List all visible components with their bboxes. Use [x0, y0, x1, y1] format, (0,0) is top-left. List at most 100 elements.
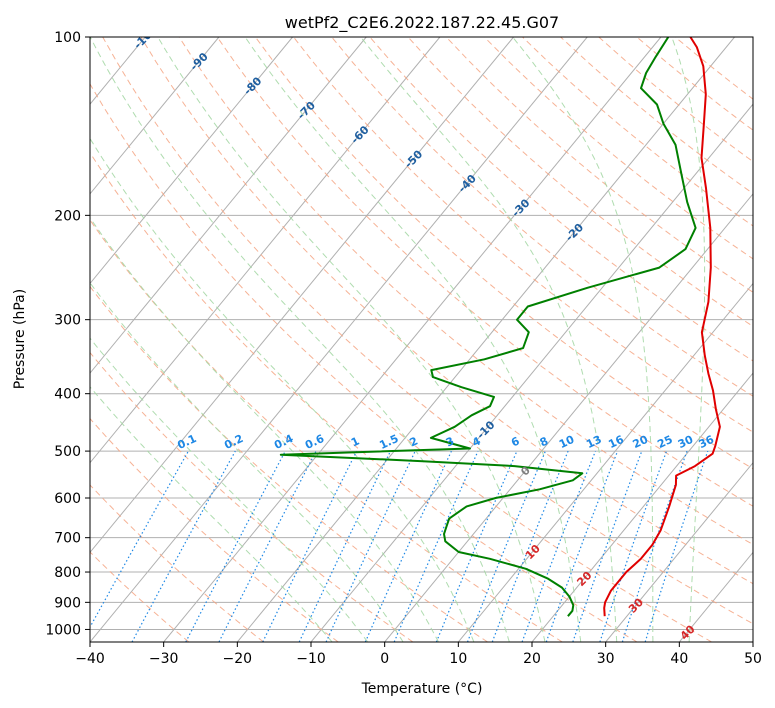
x-tick-label: −20	[223, 651, 253, 667]
mixing-ratio-line	[90, 450, 189, 629]
isotherm-label: -30	[509, 196, 532, 219]
isotherm-label: -70	[295, 99, 318, 122]
y-tick-label: 200	[54, 208, 81, 224]
dry-adiabat	[636, 37, 753, 131]
moist-adiabat	[90, 216, 439, 642]
plot-frame	[89, 36, 754, 643]
x-tick-label: −10	[296, 651, 326, 667]
y-tick-label: 900	[54, 595, 81, 611]
dry-adiabat	[216, 37, 753, 507]
y-tick-label: 700	[54, 531, 81, 547]
chart-title: wetPf2_C2E6.2022.187.22.45.G07	[285, 13, 559, 33]
dry-adiabat	[90, 484, 264, 642]
axes: −40 −30 −20 −10 0 10 20 30 40 5010020030040050060…	[45, 30, 762, 667]
dewpoint-profile	[279, 37, 697, 617]
y-tick-label: 300	[54, 313, 81, 329]
y-tick-label: 800	[54, 565, 81, 581]
mixing-ratio-line	[298, 450, 392, 642]
x-tick-label: 10	[449, 651, 467, 667]
mixing-ratio-label: 2	[408, 434, 420, 449]
skewed-isotherm	[90, 37, 588, 642]
dry-adiabat	[560, 37, 753, 195]
dry-adiabat	[369, 37, 753, 362]
moist-adiabat	[671, 37, 706, 642]
moist-adiabat	[157, 37, 546, 642]
mixing-ratio-line	[491, 450, 569, 642]
y-tick-label: 400	[54, 387, 81, 403]
dry-adiabat	[293, 37, 753, 433]
skewed-isotherm	[531, 372, 753, 642]
mixing-ratio-line	[131, 450, 236, 642]
y-tick-label: 1000	[45, 622, 81, 638]
x-tick-label: 40	[670, 651, 688, 667]
temperature-profile	[603, 37, 721, 617]
dry-adiabat	[90, 551, 190, 642]
mixing-ratio-line	[466, 450, 546, 642]
dry-adiabat	[254, 37, 753, 470]
moist-adiabat	[244, 37, 582, 642]
dry-adiabat	[90, 351, 414, 642]
x-axis-title: Temperature (°C)	[361, 681, 483, 697]
mixing-ratio-label: 3	[444, 434, 456, 449]
mixing-ratio-label: 16	[606, 433, 626, 451]
mixing-ratio-line	[572, 450, 643, 642]
mixing-ratio-line	[364, 450, 452, 642]
mixing-ratio-line	[393, 450, 479, 642]
mixing-ratio-label: 25	[655, 433, 674, 451]
skewed-isotherm	[310, 103, 753, 642]
mixing-ratio-line	[435, 450, 518, 642]
y-tick-label: 500	[54, 444, 81, 460]
mixing-ratio-label: 6	[509, 434, 522, 449]
skewed-isotherm	[90, 37, 220, 195]
y-tick-label: 100	[54, 30, 81, 46]
isotherm-label: -90	[188, 50, 211, 73]
x-tick-label: −40	[75, 651, 105, 667]
skewed-isotherm	[90, 37, 514, 554]
isotherm-label: -80	[241, 74, 264, 97]
mixing-ratio-label: 0.1	[175, 432, 198, 452]
dry-adiabat	[178, 37, 753, 546]
skewed-isotherm	[90, 37, 367, 374]
moist-adiabat	[90, 281, 404, 642]
moist-adiabat	[90, 386, 333, 642]
mixing-ratio-line	[521, 450, 597, 642]
plot-area	[0, 37, 753, 642]
dry-adiabat	[90, 151, 638, 642]
dry-adiabat	[90, 285, 488, 642]
mixing-ratio-line	[644, 450, 709, 642]
y-tick-label: 600	[54, 491, 81, 507]
mixing-ratio-line	[599, 450, 668, 642]
skewed-isotherm	[0, 37, 72, 642]
mixing-ratio-line	[545, 450, 619, 642]
mixing-ratio-label: 30	[676, 433, 696, 451]
dry-adiabat	[522, 37, 753, 227]
dry-adiabat	[90, 219, 563, 642]
moist-adiabat	[90, 337, 369, 642]
moist-adiabat	[90, 137, 475, 642]
mixing-ratio-line	[621, 450, 688, 642]
isotherm-label: -40	[456, 172, 479, 195]
skewed-isotherm	[605, 461, 753, 642]
mixing-ratio-label: 8	[538, 434, 550, 449]
mixing-ratio-label: 20	[631, 433, 651, 451]
isopleth-labels: 0.1 0.2 0.4 0.6 1 1.5 2 3 4 6 8 10 13 16 20 25 30 36-100-…	[131, 37, 717, 642]
mixing-ratio-line	[218, 450, 317, 642]
skewed-isotherm	[90, 37, 293, 285]
dry-adiabat	[331, 37, 753, 397]
skewed-isotherm	[752, 641, 753, 642]
dry-adiabat	[674, 37, 753, 100]
mixing-ratio-line	[262, 450, 358, 642]
moist-adiabat	[512, 37, 654, 642]
skewed-isotherm	[236, 37, 735, 642]
x-tick-label: 30	[597, 651, 615, 667]
x-tick-label: 50	[744, 651, 762, 667]
x-tick-label: 20	[523, 651, 541, 667]
dry-adiabat	[90, 83, 712, 642]
dry-adiabat	[598, 37, 753, 163]
skewed-isotherm	[384, 193, 753, 642]
mixing-ratio-label: 36	[697, 433, 717, 451]
y-axis-title: Pressure (hPa)	[12, 289, 28, 389]
mixing-ratio-label: 13	[584, 433, 603, 451]
skewed-isotherm	[163, 37, 662, 642]
